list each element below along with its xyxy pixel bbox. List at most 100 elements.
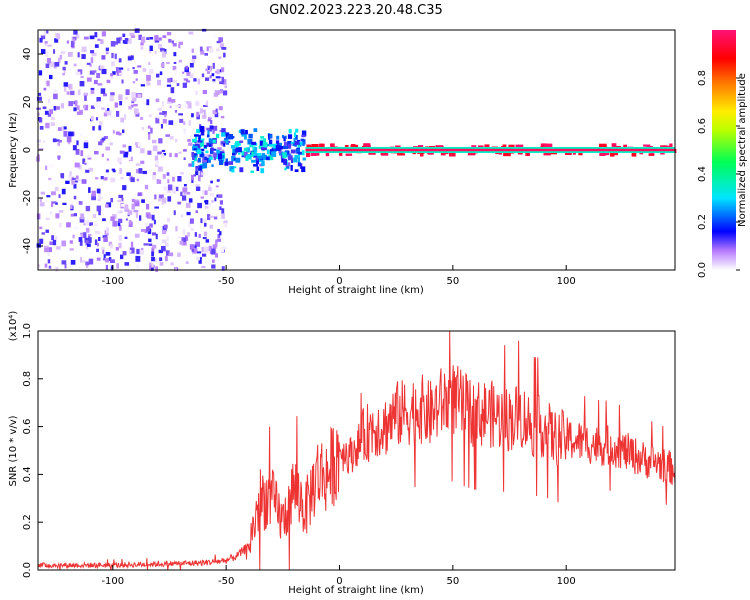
heatmap-cell — [198, 260, 202, 264]
heatmap-cell — [193, 155, 197, 158]
heatmap-cell — [85, 240, 89, 246]
heatmap-cell — [122, 251, 127, 256]
heatmap-cell — [90, 87, 95, 90]
heatmap-cell — [80, 75, 84, 78]
y-tick-label: 0.0 — [22, 562, 33, 578]
heatmap-cell — [221, 208, 225, 214]
snr-y-ticks: 0.0 0.2 0.4 0.6 0.8 1.0 — [22, 323, 43, 578]
heatmap-cell — [660, 151, 665, 155]
heatmap-cell — [239, 140, 244, 143]
heatmap-cell — [172, 43, 177, 47]
heatmap-cell — [118, 67, 124, 70]
heatmap-cell — [166, 62, 170, 64]
heatmap-cell — [205, 100, 208, 106]
heatmap-cell — [114, 102, 119, 108]
heatmap-cell — [256, 153, 262, 159]
heatmap-cell — [155, 233, 158, 240]
heatmap-cell — [39, 198, 42, 202]
heatmap-cell — [97, 101, 102, 106]
heatmap-cell — [42, 106, 47, 110]
heatmap-cell — [604, 151, 610, 156]
heatmap-cell — [440, 152, 446, 156]
heatmap-cell — [75, 34, 80, 39]
heatmap-cell — [44, 110, 49, 115]
heatmap-cell — [191, 249, 195, 252]
heatmap-cell — [129, 247, 135, 254]
heatmap-cell — [88, 237, 92, 244]
heatmap-cell — [284, 167, 287, 171]
heatmap-cell — [191, 48, 194, 53]
heatmap-cell — [266, 156, 270, 161]
heatmap-cell — [159, 257, 163, 262]
heatmap-cell — [503, 152, 511, 157]
heatmap-cell — [186, 202, 191, 208]
heatmap-cell — [209, 193, 215, 197]
heatmap-cell — [52, 201, 57, 204]
heatmap-cell — [287, 141, 292, 146]
heatmap-cell — [178, 113, 183, 116]
heatmap-cell — [44, 41, 48, 44]
heatmap-cell — [191, 179, 194, 183]
heatmap-cell — [135, 163, 141, 166]
heatmap-cell — [435, 145, 444, 149]
heatmap-cell — [175, 105, 180, 108]
heatmap-cell — [93, 79, 98, 85]
heatmap-cell — [68, 141, 71, 145]
heatmap-cell — [545, 143, 553, 148]
heatmap-cell — [136, 248, 140, 255]
heatmap-cell — [285, 142, 289, 146]
heatmap-cell — [177, 201, 182, 205]
heatmap-cell — [275, 145, 281, 151]
heatmap-cell — [196, 114, 200, 120]
heatmap-cell — [43, 140, 46, 143]
heatmap-cell — [212, 129, 215, 134]
heatmap-cell — [162, 111, 167, 116]
heatmap-cell — [515, 144, 524, 147]
heatmap-cell — [202, 89, 207, 95]
heatmap-cell — [197, 165, 203, 171]
heatmap-cell — [142, 68, 147, 72]
heatmap-cell — [187, 232, 190, 237]
heatmap-cell — [228, 161, 234, 165]
heatmap-cell — [208, 245, 213, 252]
heatmap-cell — [47, 252, 50, 256]
heatmap-cell — [101, 247, 105, 250]
heatmap-cell — [231, 169, 235, 173]
heatmap-cell — [203, 105, 208, 107]
heatmap-cell — [102, 249, 105, 254]
heatmap-cell — [82, 158, 86, 164]
heatmap-cell — [53, 93, 58, 100]
heatmap-cell — [260, 136, 265, 139]
heatmap-cell — [114, 57, 119, 62]
heatmap-cell — [102, 93, 107, 97]
heatmap-cell — [205, 68, 208, 72]
heatmap-cell — [301, 130, 307, 137]
heatmap-cell — [572, 152, 576, 155]
heatmap-cell — [98, 209, 101, 216]
heatmap-cell — [115, 247, 119, 251]
heatmap-cell — [197, 251, 202, 254]
heatmap-cell — [195, 90, 198, 95]
heatmap-cell — [96, 97, 101, 103]
heatmap-cell — [122, 40, 128, 44]
heatmap-cell — [79, 240, 83, 246]
heatmap-cell — [183, 121, 186, 125]
heatmap-cell — [247, 138, 250, 145]
heatmap-cell — [216, 69, 220, 75]
heatmap-cell — [85, 220, 90, 226]
heatmap-cell — [109, 142, 113, 146]
heatmap-cell — [94, 239, 98, 245]
heatmap-cell — [294, 154, 299, 159]
heatmap-cell — [254, 146, 258, 152]
heatmap-cell — [49, 74, 53, 80]
heatmap-cell — [128, 105, 132, 110]
heatmap-cell — [116, 37, 121, 44]
heatmap-cell — [295, 134, 298, 140]
heatmap-cell — [175, 226, 178, 232]
heatmap-cell — [249, 144, 253, 148]
heatmap-cell — [76, 140, 79, 146]
heatmap-cell — [220, 247, 225, 252]
heatmap-cell — [216, 48, 220, 52]
heatmap-cell — [112, 220, 118, 227]
heatmap-cell — [118, 218, 123, 223]
